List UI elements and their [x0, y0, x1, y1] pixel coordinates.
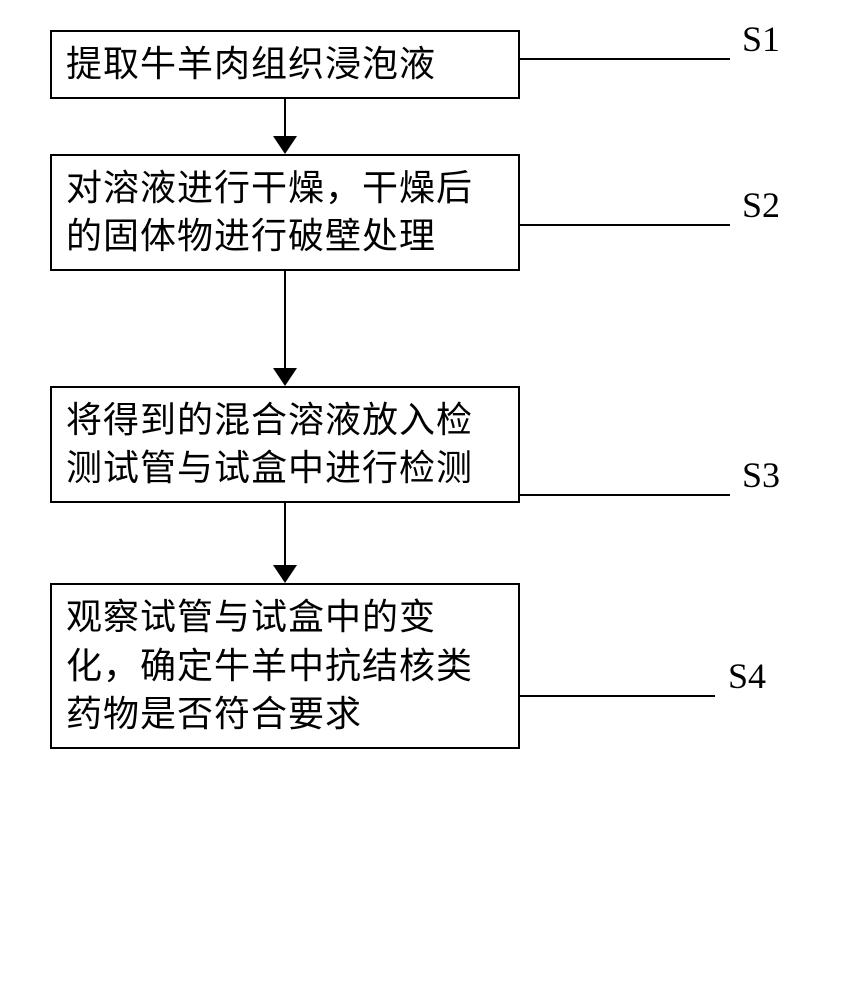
- label-line-s1: [520, 58, 730, 60]
- step-label-s2: S2: [742, 184, 780, 226]
- label-line-s2: [520, 224, 730, 226]
- label-line-s4: [520, 695, 715, 697]
- flowchart-container: 提取牛羊肉组织浸泡液 S1 对溶液进行干燥，干燥后的固体物进行破壁处理 S2 将…: [50, 30, 800, 749]
- step-box-s3: 将得到的混合溶液放入检测试管与试盒中进行检测: [50, 386, 520, 503]
- step-text-s4: 观察试管与试盒中的变化，确定牛羊中抗结核类药物是否符合要求: [66, 593, 504, 739]
- step-label-s4: S4: [728, 655, 766, 697]
- step-label-s1: S1: [742, 18, 780, 60]
- label-line-s3: [520, 494, 730, 496]
- step-label-s3: S3: [742, 454, 780, 496]
- arrow-down-icon: [273, 136, 297, 154]
- arrow-s2-s3: [50, 271, 520, 386]
- arrow-down-icon: [273, 368, 297, 386]
- step-text-s3: 将得到的混合溶液放入检测试管与试盒中进行检测: [66, 396, 504, 493]
- step-box-s2: 对溶液进行干燥，干燥后的固体物进行破壁处理: [50, 154, 520, 271]
- arrow-s3-s4: [50, 503, 520, 583]
- arrow-s1-s2: [50, 99, 520, 154]
- step-text-s2: 对溶液进行干燥，干燥后的固体物进行破壁处理: [66, 164, 504, 261]
- step-box-s4: 观察试管与试盒中的变化，确定牛羊中抗结核类药物是否符合要求: [50, 583, 520, 749]
- step-text-s1: 提取牛羊肉组织浸泡液: [66, 40, 504, 89]
- step-box-s1: 提取牛羊肉组织浸泡液: [50, 30, 520, 99]
- arrow-down-icon: [273, 565, 297, 583]
